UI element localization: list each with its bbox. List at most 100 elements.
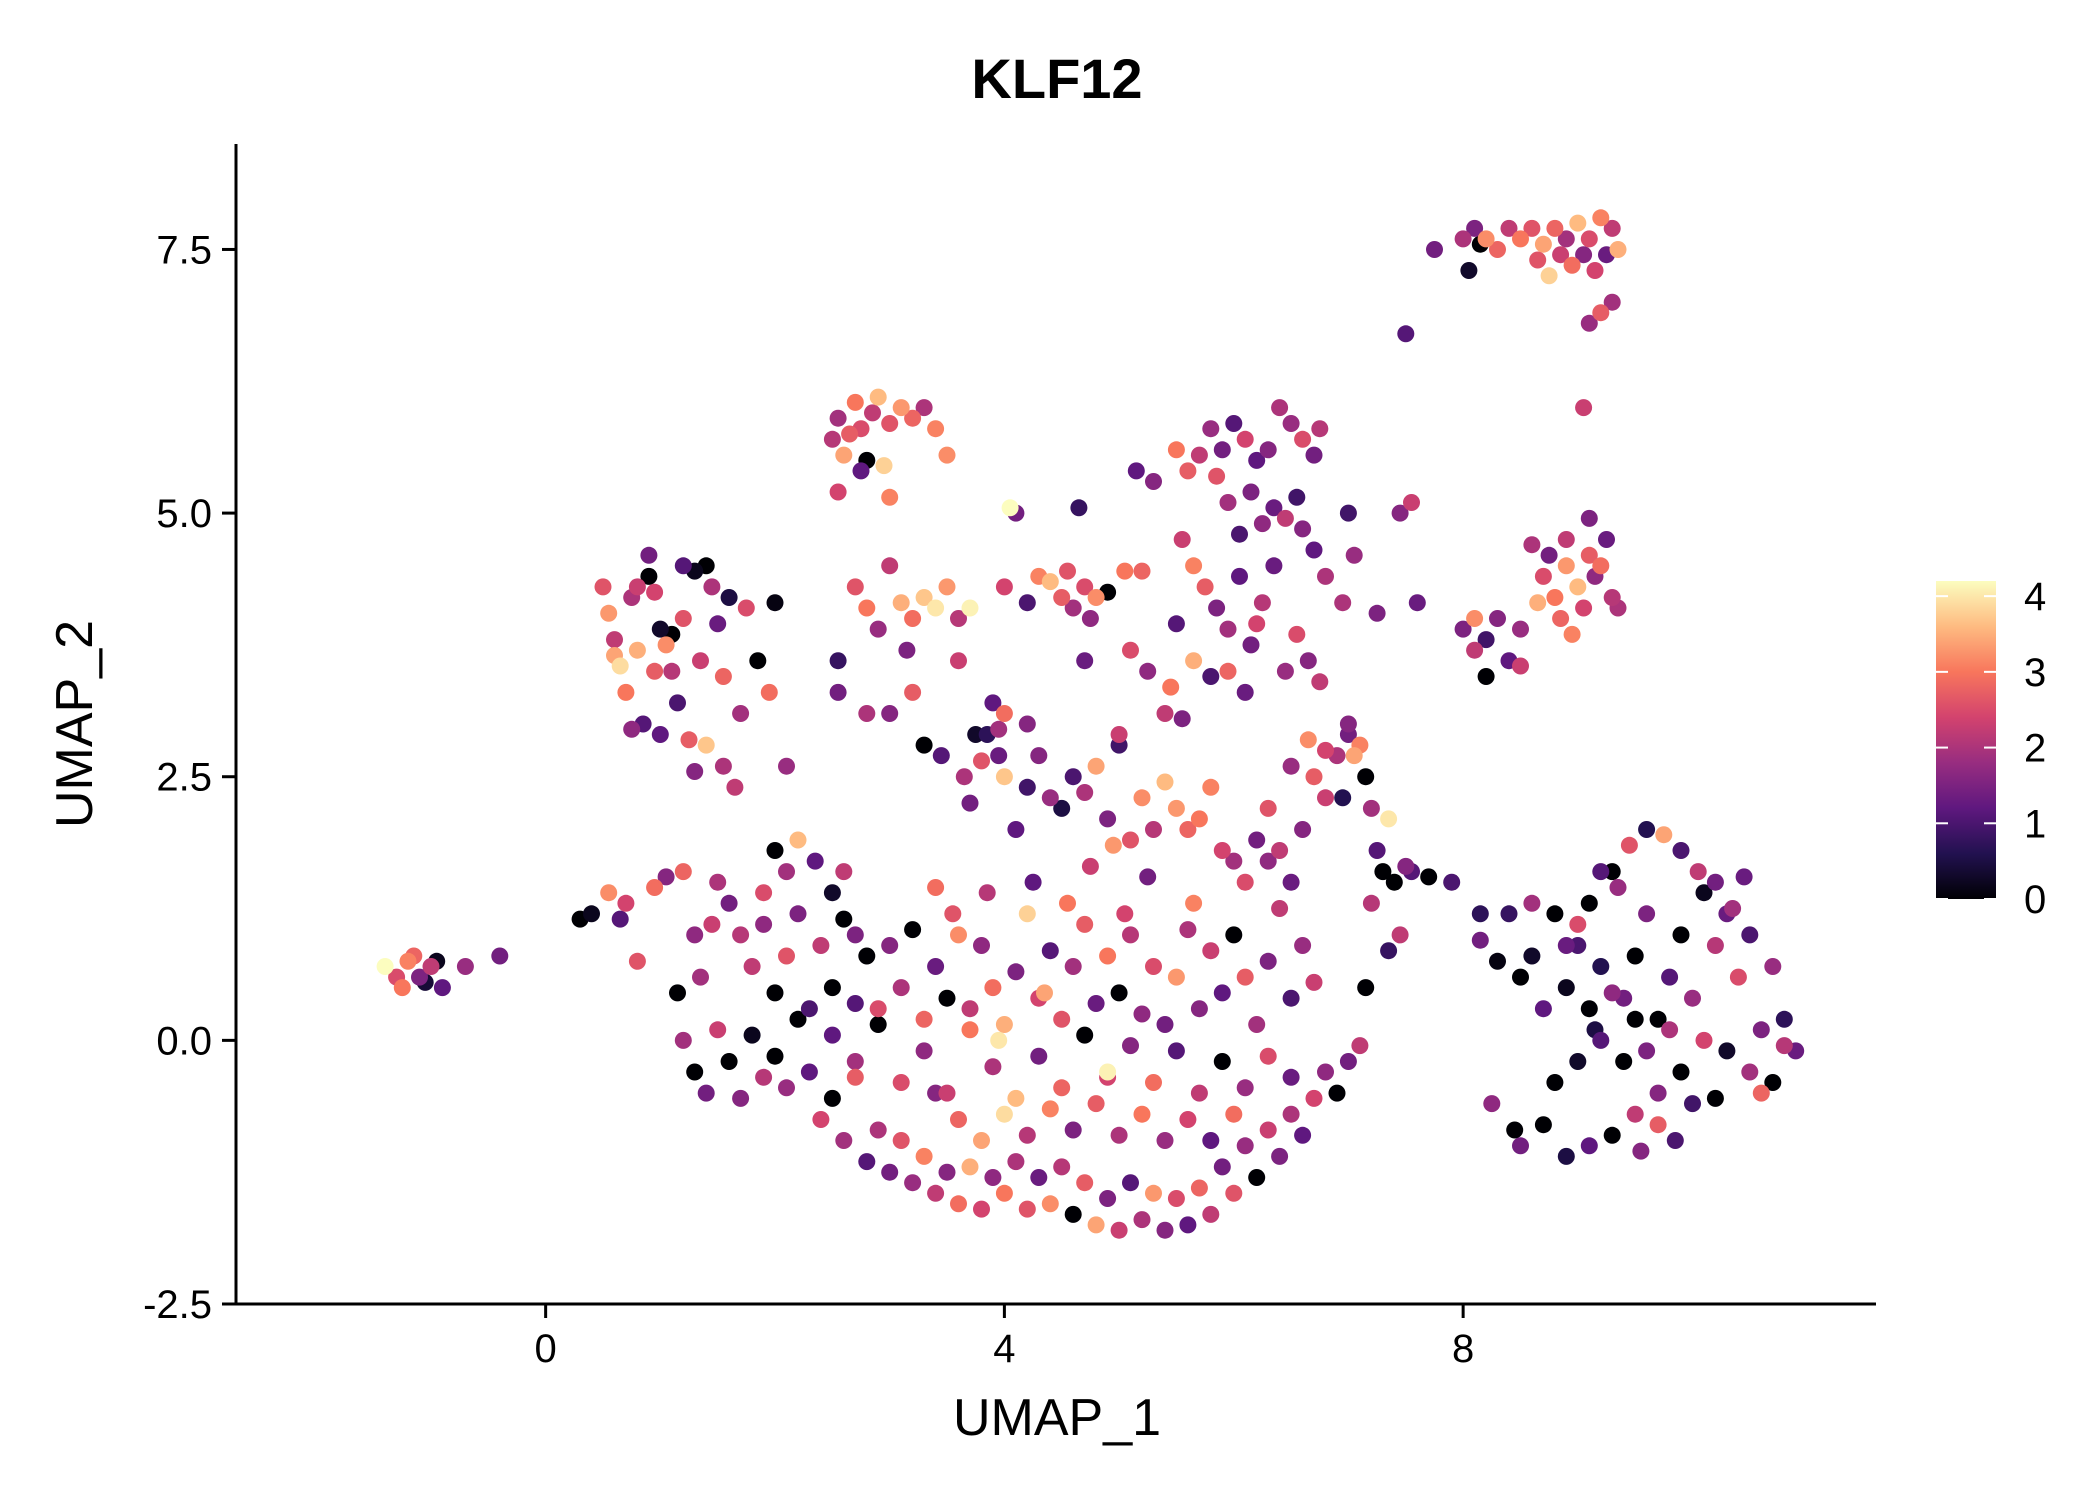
data-point [1661,1021,1679,1039]
data-point [995,1184,1013,1202]
data-point [1471,905,1489,923]
data-point [1087,589,1105,606]
data-point [881,557,899,575]
data-point [674,557,692,575]
data-point [755,884,773,902]
data-point [628,952,646,970]
data-point [1116,905,1134,923]
data-point [766,984,784,1002]
data-point [1110,1126,1128,1144]
data-point [1139,868,1157,886]
data-point [1718,1042,1736,1060]
data-point [1638,1042,1656,1060]
data-point [1041,1100,1059,1118]
data-point [1213,1158,1231,1176]
data-point [950,652,967,670]
data-point [812,1111,830,1128]
data-point [1299,731,1317,749]
data-point [1592,557,1610,575]
data-point [973,752,990,770]
data-point [1580,894,1598,912]
data-point [611,657,629,675]
points-layer [376,209,1805,1239]
data-point [1110,984,1128,1002]
data-point [737,599,755,617]
data-point [1179,1111,1197,1128]
data-point [944,905,962,923]
data-point [1557,1147,1575,1165]
data-point [1231,525,1248,543]
data-point [1775,1037,1793,1055]
data-point [1179,462,1197,480]
data-point [1598,531,1615,548]
data-point [1030,747,1048,765]
data-point [663,662,681,680]
data-point [1007,1153,1025,1171]
data-point [1231,567,1248,585]
data-point [1294,1126,1312,1144]
data-point [583,905,600,923]
data-point [812,937,830,954]
data-point [835,446,853,464]
data-point [1351,1037,1369,1055]
data-point [915,736,933,754]
data-point [858,947,876,965]
data-point [1265,499,1283,517]
data-point [927,1184,945,1202]
data-point [1213,1053,1231,1070]
colorbar-tick-label: 4 [2024,575,2046,619]
data-point [858,1153,876,1171]
data-point [1265,557,1283,575]
y-tick-label: 0.0 [156,1019,212,1063]
data-point [927,958,945,975]
data-point [1133,1211,1151,1229]
data-point [1271,1147,1289,1165]
data-point [1477,631,1495,649]
data-point [651,620,669,638]
data-point [1259,852,1277,870]
data-point [714,757,732,775]
data-point [800,1000,818,1018]
data-point [1311,673,1329,691]
data-point [1236,683,1254,701]
data-point [1059,894,1076,912]
data-point [1649,1116,1667,1134]
data-point [1460,262,1478,279]
data-point [1666,1132,1684,1149]
data-point [1156,1132,1174,1149]
data-point [1018,1126,1036,1144]
data-point [1368,842,1386,859]
x-ticks: 0 4 8 [535,1304,1474,1371]
data-point [1328,1084,1346,1102]
data-point [1156,773,1174,791]
data-point [846,926,864,944]
data-point [1294,520,1312,538]
data-point [1638,905,1656,923]
data-point [1259,1047,1277,1065]
data-point [1586,262,1604,279]
data-point [835,910,853,928]
data-point [1580,509,1598,527]
data-point [1007,1089,1025,1107]
data-point [1276,509,1294,527]
data-point [680,731,698,749]
data-point [720,589,738,606]
data-point [1563,256,1581,274]
data-point [1081,610,1099,627]
data-point [743,1026,761,1044]
x-tick-label: 0 [535,1327,557,1371]
data-point [990,747,1008,765]
data-point [858,599,876,617]
data-point [1036,984,1053,1002]
data-point [1603,1126,1621,1144]
colorbar-tick-label: 3 [2024,651,2046,695]
data-point [1626,1010,1644,1028]
data-point [674,1031,692,1049]
data-point [1724,900,1742,917]
data-point [686,1063,704,1081]
data-point [823,430,841,448]
chart-title: KLF12 [971,47,1142,110]
data-point [657,868,675,886]
data-point [938,989,956,1007]
data-point [433,979,451,997]
